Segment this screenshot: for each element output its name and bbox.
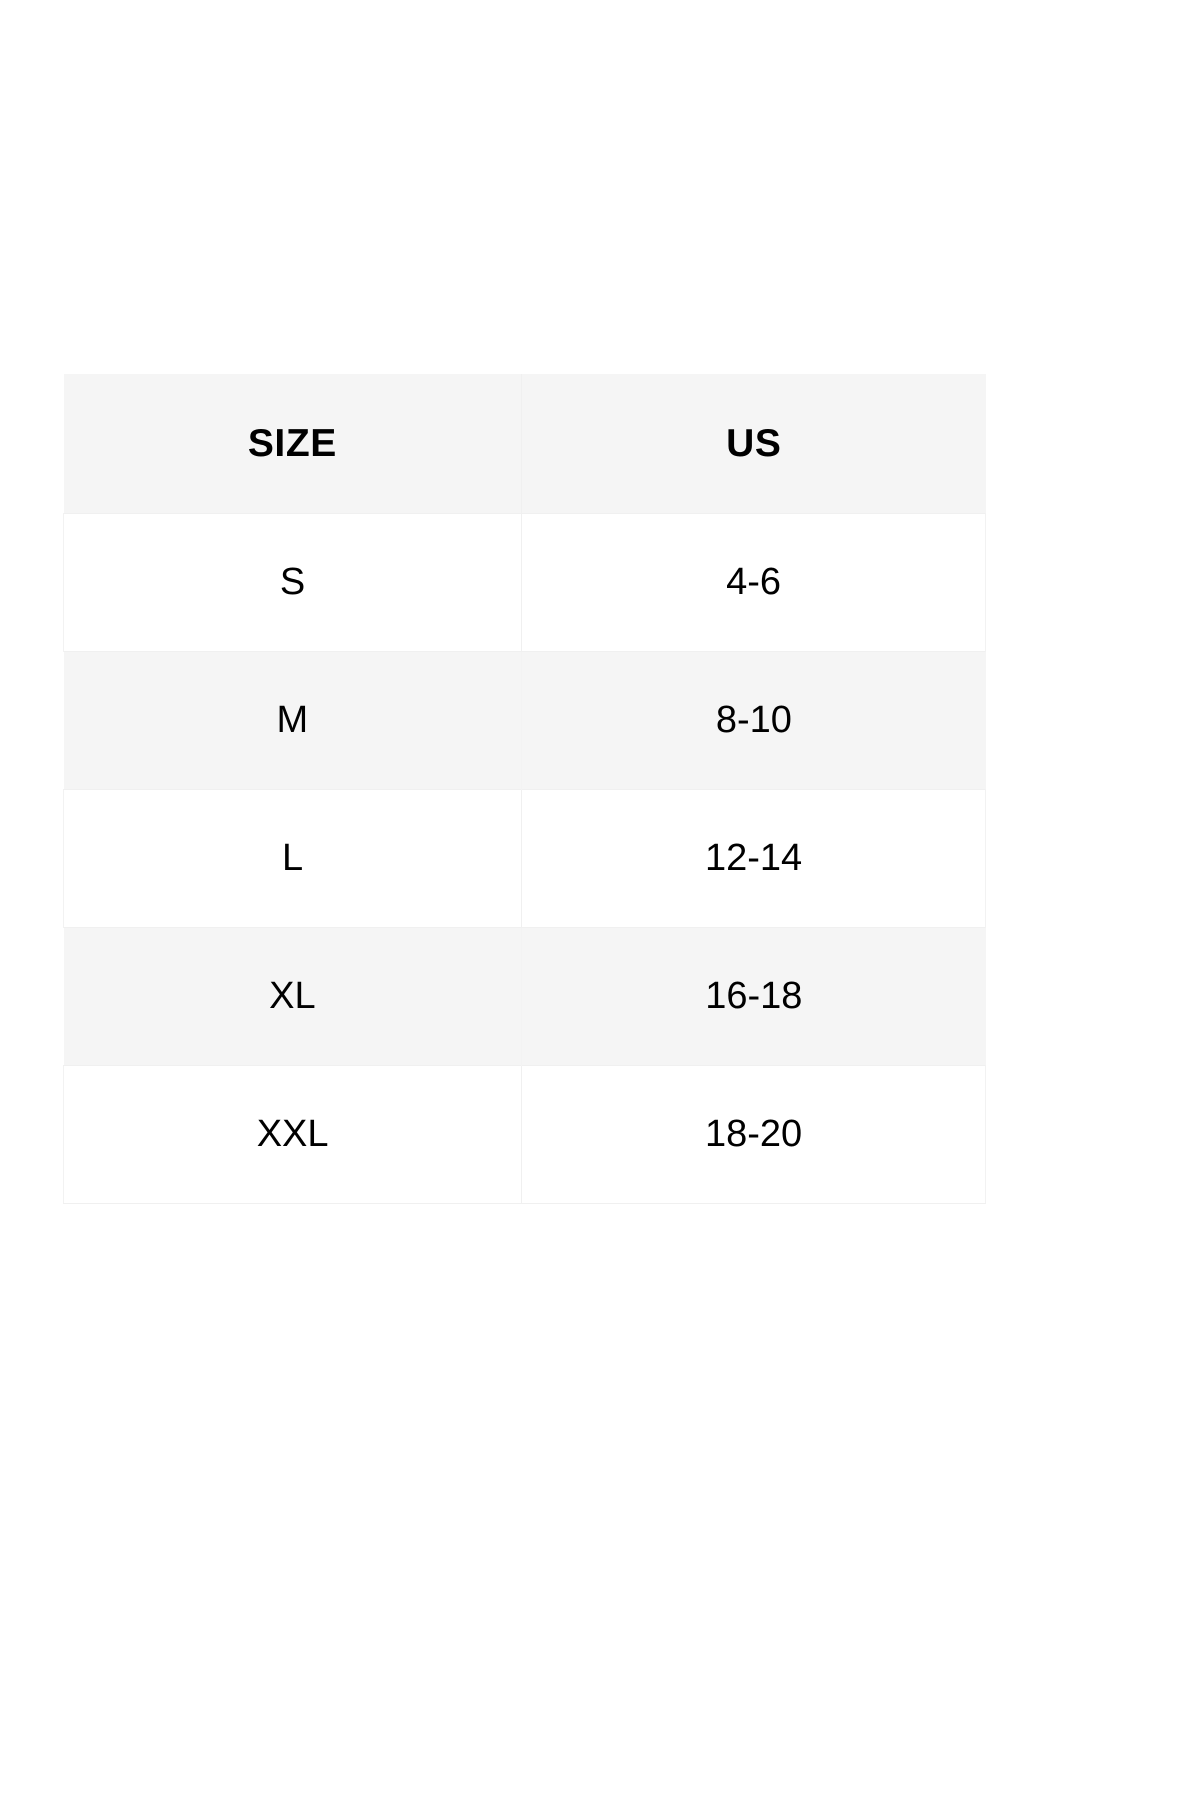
cell-us: 4-6 (521, 512, 986, 651)
cell-size: XL (63, 926, 523, 1065)
table-row: L 12-14 (62, 788, 986, 927)
size-chart-table: SIZE US S 4-6 M 8-10 L 12-14 XL (62, 374, 986, 1204)
table-row: XXL 18-20 (62, 1064, 986, 1204)
cell-us: 12-14 (521, 788, 986, 927)
cell-size: L (62, 788, 523, 927)
cell-size: S (62, 512, 523, 651)
size-chart-container: SIZE US S 4-6 M 8-10 L 12-14 XL (62, 374, 986, 1204)
cell-size: M (63, 650, 523, 789)
cell-us: 8-10 (521, 650, 986, 789)
table-row: XL 16-18 (63, 926, 986, 1065)
size-chart-header: SIZE US (63, 374, 986, 513)
cell-us: 18-20 (521, 1064, 986, 1204)
cell-size: XXL (62, 1064, 523, 1204)
table-row: M 8-10 (63, 650, 986, 789)
table-row: S 4-6 (62, 512, 986, 651)
table-header-row: SIZE US (63, 374, 986, 513)
column-header-size: SIZE (63, 374, 523, 513)
size-chart-body: S 4-6 M 8-10 L 12-14 XL 16-18 XXL 18-2 (62, 512, 986, 1204)
column-header-us: US (726, 421, 782, 465)
cell-us: 16-18 (521, 926, 986, 1065)
